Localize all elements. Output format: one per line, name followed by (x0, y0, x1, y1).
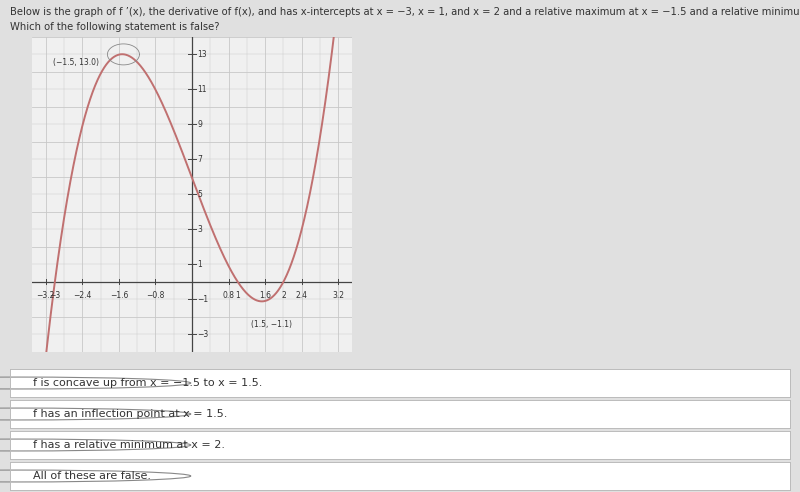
Text: −2.4: −2.4 (73, 291, 91, 301)
Text: 2: 2 (281, 291, 286, 301)
Text: 0.8: 0.8 (222, 291, 234, 301)
Text: All of these are false.: All of these are false. (33, 471, 151, 481)
Text: (1.5, −1.1): (1.5, −1.1) (251, 320, 293, 329)
Text: 5: 5 (198, 190, 202, 199)
Text: 3: 3 (198, 225, 202, 234)
Text: 13: 13 (198, 50, 207, 59)
Text: −3: −3 (198, 330, 209, 339)
Text: −1: −1 (198, 295, 209, 304)
Text: −1.6: −1.6 (110, 291, 128, 301)
Text: 1: 1 (198, 260, 202, 269)
Text: f has a relative minimum at x = 2.: f has a relative minimum at x = 2. (33, 440, 225, 450)
Text: (−1.5, 13.0): (−1.5, 13.0) (53, 58, 98, 67)
Text: f is concave up from x = −1.5 to x = 1.5.: f is concave up from x = −1.5 to x = 1.5… (33, 378, 262, 388)
Text: 7: 7 (198, 155, 202, 164)
Text: −3.2: −3.2 (37, 291, 55, 301)
Text: −0.8: −0.8 (146, 291, 165, 301)
Text: 1: 1 (235, 291, 240, 301)
Text: 11: 11 (198, 85, 207, 94)
Text: 1.6: 1.6 (259, 291, 271, 301)
Text: f has an inflection point at x = 1.5.: f has an inflection point at x = 1.5. (33, 409, 227, 419)
Text: −3: −3 (50, 291, 61, 301)
Text: 2.4: 2.4 (296, 291, 308, 301)
Text: 9: 9 (198, 120, 202, 129)
Text: Which of the following statement is false?: Which of the following statement is fals… (10, 22, 219, 32)
Text: 3.2: 3.2 (332, 291, 344, 301)
Text: Below is the graph of f ’(x), the derivative of f(x), and has x-intercepts at x : Below is the graph of f ’(x), the deriva… (10, 7, 800, 17)
